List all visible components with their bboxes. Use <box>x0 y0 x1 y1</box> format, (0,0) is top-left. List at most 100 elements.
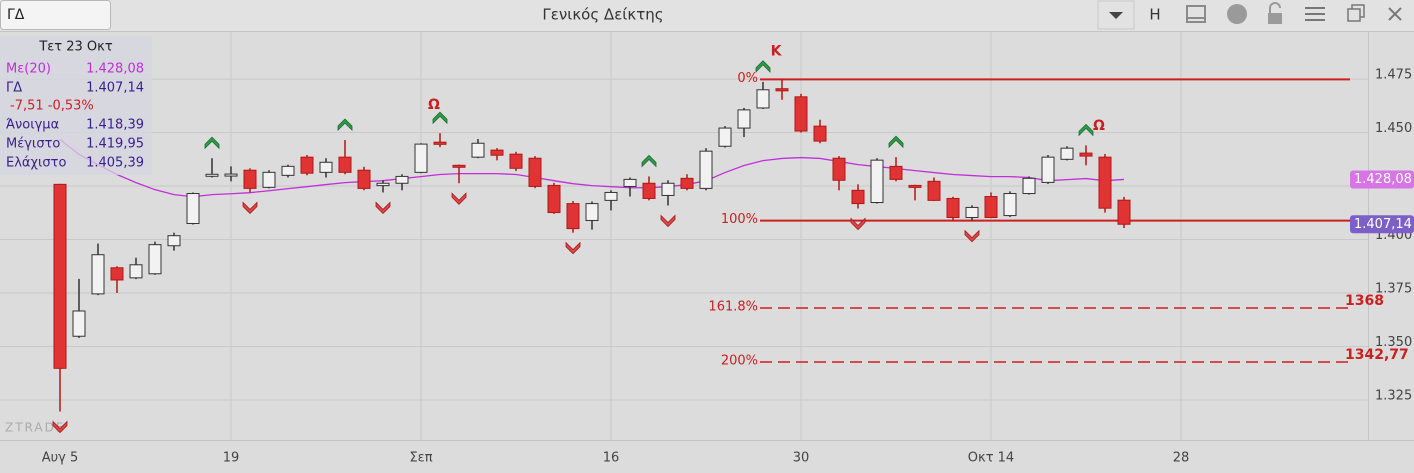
info-row-value: 1.419,95 <box>86 137 144 152</box>
restore-icon-back <box>1351 4 1365 18</box>
x-tick-label: 28 <box>1173 451 1190 466</box>
candle-body <box>965 206 979 218</box>
candle-body <box>300 156 314 174</box>
toolbar-title: Γενικός Δείκτης <box>542 6 663 24</box>
close-icon[interactable] <box>1388 7 1402 21</box>
info-date: Τετ 23 Οκτ <box>38 40 112 55</box>
candle-body <box>509 153 523 169</box>
candle-body <box>946 197 960 218</box>
y-tick-label: 1.450 <box>1375 121 1412 136</box>
candle-body <box>775 88 789 92</box>
candle-body <box>832 157 846 181</box>
candle-body <box>1117 199 1131 225</box>
candle-body <box>1022 177 1036 195</box>
x-tick-label: Αυγ 5 <box>42 451 79 466</box>
info-ma-name: Με(20) <box>6 62 51 77</box>
candle-body <box>566 203 580 230</box>
candle-body <box>680 177 694 189</box>
signal-up <box>1078 123 1094 137</box>
info-row-value: 1.418,39 <box>86 118 144 133</box>
candle-body <box>756 89 770 109</box>
signal-up <box>641 154 657 168</box>
price-badge-label: 1.407,14 <box>1354 217 1412 232</box>
candle-body <box>129 264 143 279</box>
candle-body <box>338 156 352 173</box>
candle-body <box>1041 156 1055 183</box>
candle-body <box>547 184 561 214</box>
panel-icon[interactable] <box>1186 5 1206 23</box>
candle-body <box>376 182 390 187</box>
info-close: 1.407,14 <box>86 81 144 96</box>
candle-body <box>471 142 485 158</box>
restore-icon[interactable] <box>1347 8 1361 22</box>
candle-body <box>718 127 732 147</box>
fib-value-label: 1368 <box>1345 293 1384 309</box>
symbol-text: ΓΔ <box>7 7 25 23</box>
signal-down <box>242 201 258 215</box>
candle-body <box>604 191 618 201</box>
info-change: -7,51 -0,53% <box>10 99 94 114</box>
signal-up <box>337 118 353 132</box>
signal-down <box>964 229 980 243</box>
candle-body <box>414 143 428 173</box>
x-tick-label: 19 <box>223 451 240 466</box>
candle-body <box>224 173 238 177</box>
fib-label: 0% <box>737 71 758 86</box>
candle-body <box>1079 152 1093 157</box>
candle-body <box>623 178 637 187</box>
pattern-label: Ω <box>1093 118 1105 134</box>
candle-body <box>72 310 86 337</box>
candle-body <box>167 235 181 247</box>
price-badge-label: 1.428,08 <box>1354 172 1412 187</box>
candle-body <box>319 161 333 173</box>
candle-body <box>433 141 447 145</box>
pattern-label: Κ <box>771 43 783 59</box>
candle-body <box>699 150 713 189</box>
price-badge <box>1350 170 1414 189</box>
info-ma-value: 1.428,08 <box>86 62 144 77</box>
candle-body <box>1098 156 1112 209</box>
candle-body <box>148 244 162 275</box>
fib-label: 100% <box>721 212 758 227</box>
h-button[interactable]: H <box>1149 6 1160 24</box>
candle-body <box>395 175 409 184</box>
candle-body <box>889 165 903 180</box>
y-tick-label: 1.325 <box>1375 388 1412 403</box>
signal-down <box>660 214 676 228</box>
comment-icon[interactable] <box>1227 4 1247 24</box>
candle-body <box>262 171 276 188</box>
candle-body <box>357 169 371 189</box>
candle-body <box>243 169 257 189</box>
fib-value-label: 1342,77 <box>1345 347 1409 363</box>
menu-icon[interactable] <box>1305 7 1325 21</box>
y-tick-label: 1.375 <box>1375 282 1412 297</box>
candle-body <box>813 125 827 142</box>
signal-down <box>850 217 866 231</box>
info-row-value: 1.405,39 <box>86 156 144 171</box>
fib-label: 200% <box>721 353 758 368</box>
candle-body <box>870 159 884 204</box>
info-row-label: Μέγιστο <box>6 137 60 152</box>
candle-body <box>186 193 200 224</box>
signal-up <box>432 111 448 125</box>
y-tick-label: 1.475 <box>1375 68 1412 83</box>
lock-icon[interactable] <box>1268 13 1282 24</box>
candle-body <box>585 203 599 221</box>
lock-shackle <box>1269 2 1281 13</box>
candle-body <box>110 267 124 281</box>
candle-body <box>205 173 219 177</box>
candle-body <box>794 96 808 132</box>
candle-body <box>490 149 504 156</box>
candle-body <box>661 182 675 196</box>
candle-body <box>642 182 656 199</box>
candle-body <box>1003 193 1017 217</box>
symbol-input[interactable] <box>0 0 111 30</box>
candle-body <box>53 183 67 369</box>
signal-up <box>204 136 220 150</box>
signal-up <box>755 60 771 73</box>
ma-line <box>59 138 1125 198</box>
info-box: Τετ 23 Οκτ Με(20) 1.428,08 ΓΔ 1.407,14 -7,51 … <box>0 36 152 175</box>
